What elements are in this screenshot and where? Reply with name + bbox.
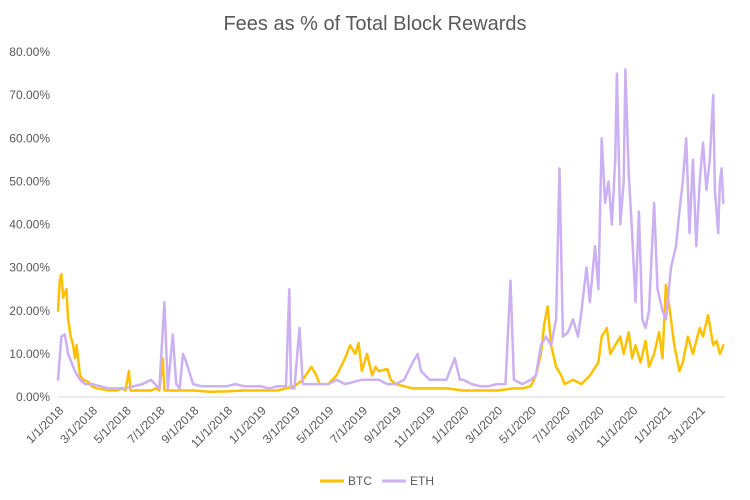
- y-tick-label: 40.00%: [9, 218, 50, 232]
- y-tick-label: 80.00%: [9, 45, 50, 59]
- y-tick-label: 70.00%: [9, 88, 50, 102]
- y-tick-label: 60.00%: [9, 131, 50, 145]
- legend-label-eth: ETH: [410, 474, 434, 488]
- y-tick-label: 30.00%: [9, 261, 50, 275]
- plot-series: [56, 68, 725, 394]
- y-tick-label: 10.00%: [9, 347, 50, 361]
- x-axis-ticks: 1/1/20183/1/20185/1/20187/1/20189/1/2018…: [23, 403, 708, 450]
- x-tick-label: 3/1/2021: [665, 403, 708, 446]
- legend: BTC ETH: [320, 474, 434, 488]
- series-line-btc: [56, 272, 725, 394]
- chart-title: Fees as % of Total Block Rewards: [223, 13, 526, 35]
- y-tick-label: 50.00%: [9, 174, 50, 188]
- legend-label-btc: BTC: [348, 474, 372, 488]
- series-line-eth: [56, 68, 725, 390]
- y-tick-label: 20.00%: [9, 304, 50, 318]
- y-tick-label: 0.00%: [16, 390, 50, 404]
- y-axis-ticks: 0.00% 10.00% 20.00% 30.00% 40.00% 50.00% 60.00…: [9, 45, 50, 404]
